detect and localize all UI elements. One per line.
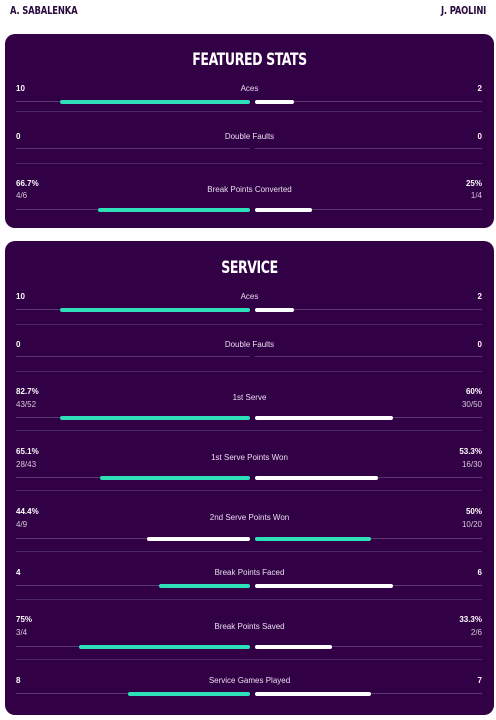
left-bar-aces [60, 307, 250, 312]
left-track-service-games-played [16, 691, 250, 696]
left-ratio-2nd-serve-points-won: 4/9 [16, 520, 28, 529]
stat-label-aces: Aces [240, 84, 259, 93]
right-value-break-points-faced: 6 [477, 568, 482, 577]
right-track-break-points-saved [255, 644, 482, 649]
left-value-break-points-saved: 75% [16, 615, 33, 624]
left-track-1st-serve-points-won [16, 475, 250, 480]
stat-label-service-games-played: Service Games Played [208, 676, 291, 685]
right-track-aces [255, 99, 482, 104]
player-right-name: J. PAOLINI [440, 3, 486, 17]
left-track-2nd-serve-points-won [16, 536, 250, 541]
left-value-aces: 10 [16, 292, 25, 301]
right-ratio-break-points-saved: 2/6 [470, 628, 482, 637]
left-value-break-points-faced: 4 [16, 568, 21, 577]
left-value-1st-serve: 82.7% [16, 387, 39, 396]
left-track-break-points-converted [16, 207, 250, 212]
left-bar-2nd-serve-points-won [147, 536, 250, 541]
right-track-1st-serve-points-won [255, 475, 482, 480]
left-ratio-break-points-converted: 4/6 [16, 191, 28, 200]
left-track-1st-serve [16, 415, 250, 420]
left-track-break-points-saved [16, 644, 250, 649]
right-track-break-points-faced [255, 583, 482, 588]
right-track-double-faults [255, 356, 482, 357]
left-bar-break-points-saved [79, 644, 250, 649]
row-divider [16, 163, 482, 164]
stat-label-2nd-serve-points-won: 2nd Serve Points Won [209, 513, 290, 522]
card-title: SERVICE [221, 258, 278, 278]
right-bar-break-points-converted [255, 207, 312, 212]
right-bar-break-points-saved [255, 644, 333, 649]
row-divider [16, 111, 482, 112]
right-bar-2nd-serve-points-won [255, 536, 371, 541]
right-bar-aces [255, 307, 294, 312]
right-track-service-games-played [255, 691, 482, 696]
right-ratio-break-points-converted: 1/4 [470, 191, 482, 200]
right-value-break-points-converted: 25% [465, 179, 482, 188]
left-ratio-1st-serve-points-won: 28/43 [16, 460, 37, 469]
right-value-aces: 2 [477, 84, 482, 93]
row-divider [16, 430, 482, 431]
service-stats-card: SERVICE 10 2 Aces 0 0 Double Faults 82.7% 60% 43… [5, 241, 494, 715]
right-bar-1st-serve [255, 415, 394, 420]
stat-label-aces: Aces [240, 292, 259, 301]
right-track-1st-serve [255, 415, 482, 420]
stat-label-1st-serve: 1st Serve [232, 393, 267, 402]
right-ratio-1st-serve-points-won: 16/30 [461, 460, 482, 469]
right-track-break-points-converted [255, 207, 482, 212]
right-bar-1st-serve-points-won [255, 475, 378, 480]
left-value-double-faults: 0 [16, 340, 21, 349]
left-value-aces: 10 [16, 84, 25, 93]
row-divider [16, 599, 482, 600]
match-header: A. SABALENKA J. PAOLINI [0, 0, 496, 20]
right-bar-aces [255, 99, 294, 104]
right-track-double-faults [255, 148, 482, 149]
right-value-1st-serve-points-won: 53.3% [459, 447, 482, 456]
left-value-service-games-played: 8 [16, 676, 21, 685]
featured-stats-card: FEATURED STATS 10 2 Aces 0 0 Double Faults 66.… [5, 34, 494, 228]
right-ratio-1st-serve: 30/50 [461, 400, 482, 409]
row-divider [16, 371, 482, 372]
right-bar-break-points-faced [255, 583, 394, 588]
left-value-2nd-serve-points-won: 44.4% [16, 507, 39, 516]
right-ratio-2nd-serve-points-won: 10/20 [461, 520, 482, 529]
player-left-name: A. SABALENKA [10, 3, 78, 17]
left-ratio-1st-serve: 43/52 [16, 400, 37, 409]
right-value-double-faults: 0 [477, 132, 482, 141]
right-track-2nd-serve-points-won [255, 536, 482, 541]
right-value-2nd-serve-points-won: 50% [465, 507, 482, 516]
left-track-double-faults [16, 356, 250, 357]
row-divider [16, 551, 482, 552]
left-value-double-faults: 0 [16, 132, 21, 141]
left-track-aces [16, 307, 250, 312]
card-title: FEATURED STATS [192, 50, 307, 70]
right-value-aces: 2 [477, 292, 482, 301]
right-value-break-points-saved: 33.3% [459, 615, 482, 624]
right-track-aces [255, 307, 482, 312]
left-bar-aces [60, 99, 250, 104]
stat-label-1st-serve-points-won: 1st Serve Points Won [211, 453, 288, 462]
left-bar-break-points-faced [158, 583, 250, 588]
right-bar-service-games-played [255, 691, 371, 696]
right-value-service-games-played: 7 [477, 676, 482, 685]
stat-label-break-points-converted: Break Points Converted [207, 185, 292, 194]
left-value-1st-serve-points-won: 65.1% [16, 447, 39, 456]
stat-label-break-points-saved: Break Points Saved [214, 622, 285, 631]
stat-label-break-points-faced: Break Points Faced [214, 568, 285, 577]
left-bar-1st-serve-points-won [100, 475, 250, 480]
right-value-double-faults: 0 [477, 340, 482, 349]
row-divider [16, 324, 482, 325]
row-divider [16, 659, 482, 660]
row-divider [16, 490, 482, 491]
left-bar-break-points-converted [97, 207, 250, 212]
stat-label-double-faults: Double Faults [224, 340, 275, 349]
left-value-break-points-converted: 66.7% [16, 179, 39, 188]
left-track-break-points-faced [16, 583, 250, 588]
left-ratio-break-points-saved: 3/4 [16, 628, 28, 637]
stat-label-double-faults: Double Faults [224, 132, 275, 141]
left-bar-1st-serve [60, 415, 250, 420]
right-value-1st-serve: 60% [465, 387, 482, 396]
left-track-double-faults [16, 148, 250, 149]
left-track-aces [16, 99, 250, 104]
left-bar-service-games-played [128, 691, 250, 696]
